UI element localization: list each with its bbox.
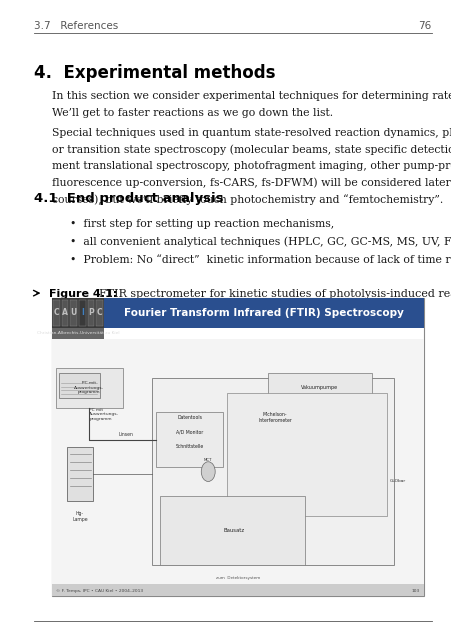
Bar — [160, 496, 304, 565]
Text: 4.  Experimental methods: 4. Experimental methods — [34, 64, 275, 82]
Text: zum  Detektorsystem: zum Detektorsystem — [215, 576, 260, 580]
Bar — [55, 368, 122, 408]
Text: C: C — [53, 308, 59, 317]
Text: ment translational spectroscopy, photofragment imaging, other pump-probe techniq: ment translational spectroscopy, photofr… — [52, 161, 451, 172]
Text: MCT: MCT — [203, 458, 212, 462]
Text: Linsen: Linsen — [119, 432, 133, 437]
Text: Hg-
Lampe: Hg- Lampe — [72, 511, 87, 522]
Text: A/D Monitor: A/D Monitor — [175, 429, 203, 435]
Text: Special techniques used in quantum state-resolved reaction dynamics, photodissoc: Special techniques used in quantum state… — [52, 128, 451, 138]
Text: P: P — [88, 308, 94, 317]
Text: I: I — [81, 308, 83, 317]
Bar — [67, 447, 93, 501]
Text: Datentools: Datentools — [177, 415, 202, 420]
Bar — [53, 300, 60, 326]
Text: Michelson-
Interferometer: Michelson- Interferometer — [258, 412, 291, 423]
Text: U: U — [70, 308, 77, 317]
Bar — [152, 378, 393, 565]
Text: © F. Temps, IPC • CAU Kiel • 2004–2013: © F. Temps, IPC • CAU Kiel • 2004–2013 — [56, 589, 143, 593]
Bar — [96, 300, 103, 326]
Text: 76: 76 — [418, 20, 431, 31]
Bar — [87, 300, 94, 326]
Text: or transition state spectroscopy (molecular beams, state specific detection, pho: or transition state spectroscopy (molecu… — [52, 145, 451, 156]
Bar — [70, 300, 77, 326]
Bar — [226, 393, 386, 516]
Text: courses), but we’ll briefly touch photochemistry and “femtochemistry”.: courses), but we’ll briefly touch photoc… — [52, 195, 442, 205]
Text: •  first step for setting up reaction mechanisms,: • first step for setting up reaction mec… — [70, 219, 334, 229]
Text: •  Problem: No “direct”  kinetic information because of lack of time resolution.: • Problem: No “direct” kinetic informati… — [70, 255, 451, 265]
Text: FTIR spectrometer for kinetic studies of photolysis-induced reactions.: FTIR spectrometer for kinetic studies of… — [98, 289, 451, 300]
Text: 3.7   References: 3.7 References — [34, 20, 118, 31]
Text: Vakuumpumpe: Vakuumpumpe — [300, 385, 338, 390]
Text: Figure 4.1:: Figure 4.1: — [49, 289, 117, 300]
Bar — [52, 298, 423, 596]
Bar — [52, 339, 423, 585]
Text: PC mit
Auswertungs-
programm: PC mit Auswertungs- programm — [89, 408, 119, 420]
Text: Christian-Albrechts-Universität zu Kiel: Christian-Albrechts-Universität zu Kiel — [37, 332, 119, 335]
Text: 103: 103 — [410, 589, 419, 593]
Bar — [267, 373, 371, 403]
Bar — [61, 300, 68, 326]
Text: GLObar: GLObar — [389, 479, 405, 483]
Text: 4.1  End product analysis: 4.1 End product analysis — [34, 192, 223, 205]
Bar — [52, 584, 423, 596]
Text: We’ll get to faster reactions as we go down the list.: We’ll get to faster reactions as we go d… — [52, 108, 332, 118]
Bar — [52, 298, 104, 328]
Bar — [79, 300, 86, 326]
Text: C: C — [97, 308, 102, 317]
Text: PC mit
Auswertungs-
programm: PC mit Auswertungs- programm — [74, 381, 104, 394]
Text: Schnittstelle: Schnittstelle — [175, 444, 203, 449]
Text: Bausatz: Bausatz — [223, 528, 244, 533]
Bar — [104, 298, 423, 328]
Text: A: A — [62, 308, 68, 317]
Bar — [156, 413, 223, 467]
Bar — [52, 328, 104, 339]
Text: Fourier Transform Infrared (FTIR) Spectroscopy: Fourier Transform Infrared (FTIR) Spectr… — [124, 308, 403, 318]
Circle shape — [201, 462, 215, 481]
Bar — [59, 373, 100, 397]
Text: fluorescence up-conversion, fs-CARS, fs-DFWM) will be considered later (in advan: fluorescence up-conversion, fs-CARS, fs-… — [52, 178, 451, 189]
Text: In this section we consider experimental techniques for determining rate coeffic: In this section we consider experimental… — [52, 91, 451, 101]
Text: •  all convenient analytical techniques (HPLC, GC, GC-MS, MS, UV, FTIR, . . . ),: • all convenient analytical techniques (… — [70, 237, 451, 248]
